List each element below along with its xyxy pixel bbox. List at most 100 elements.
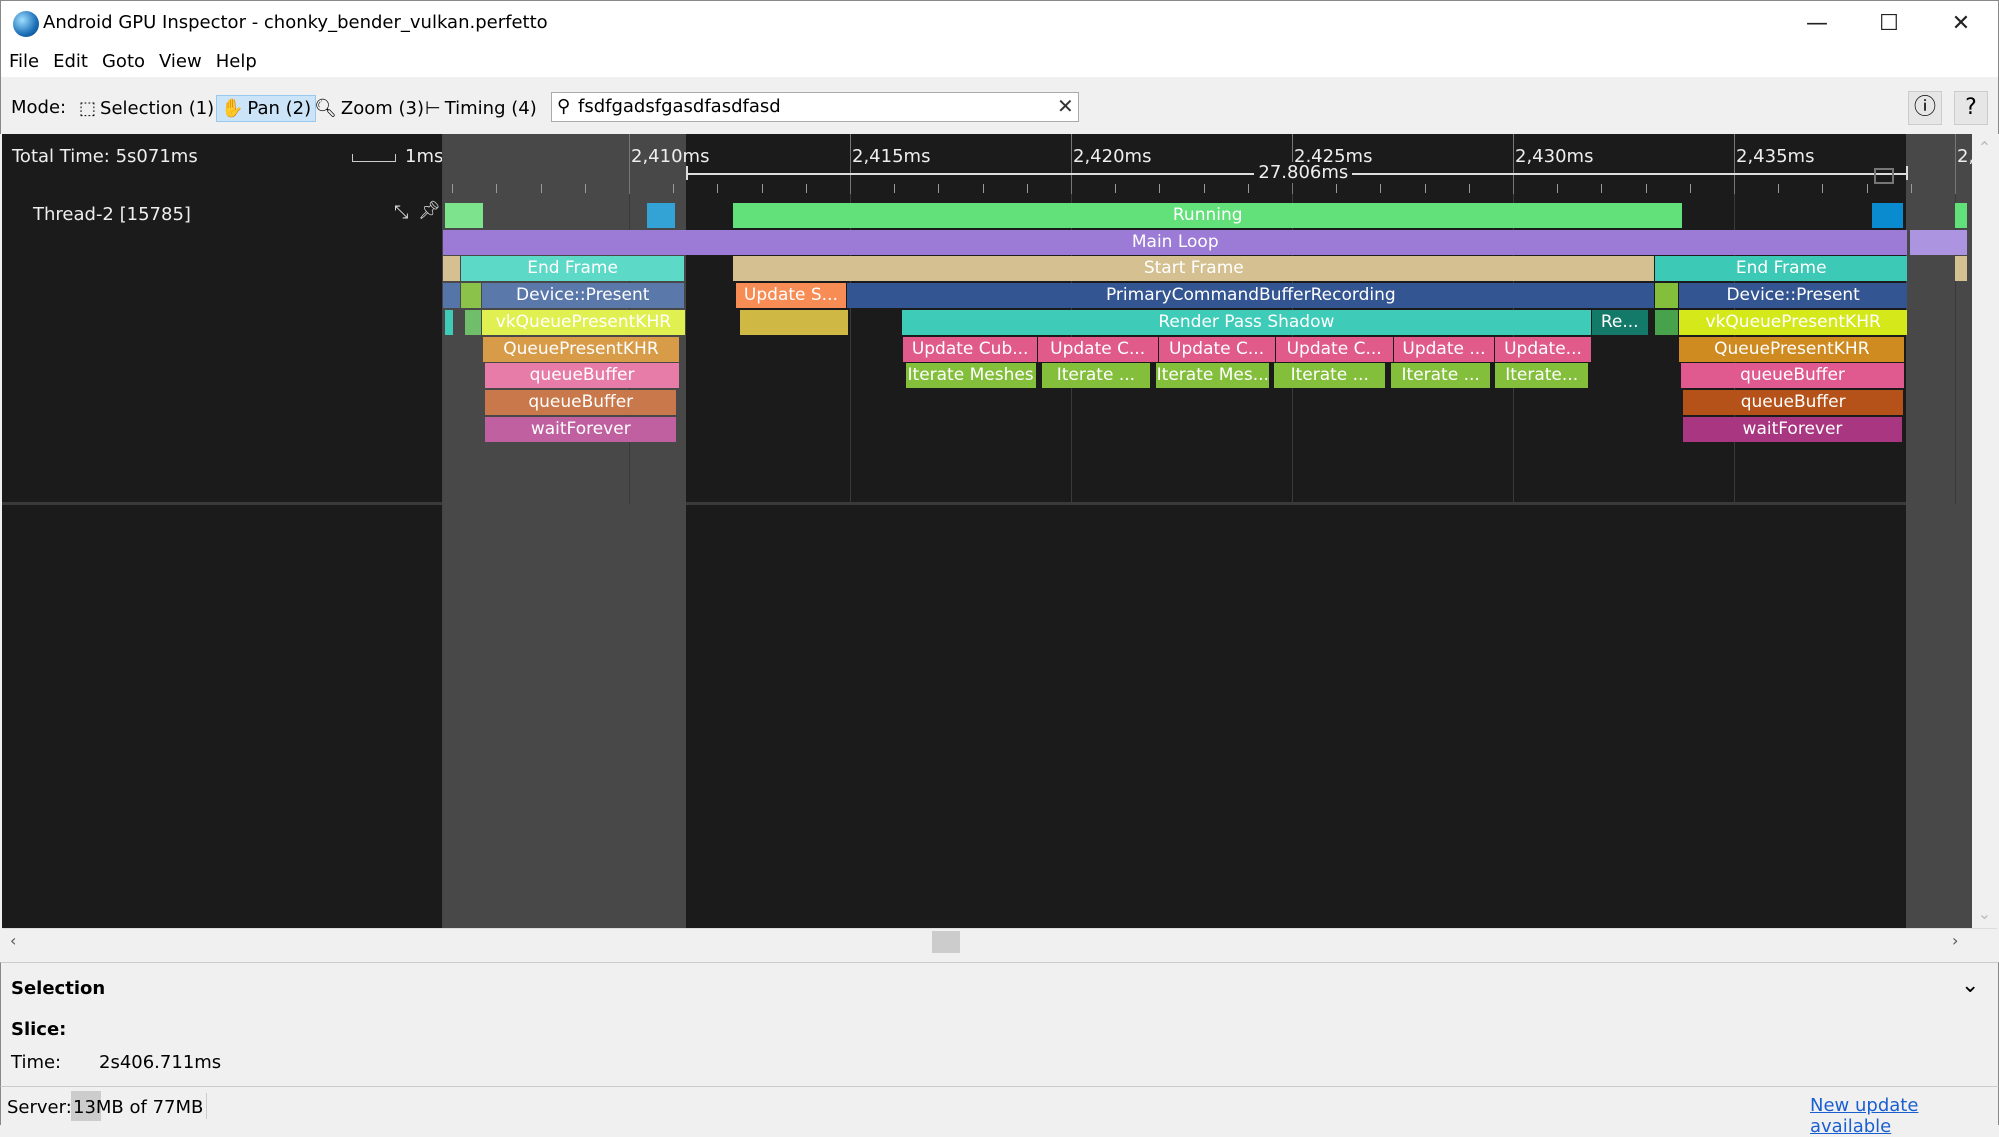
scroll-right-icon[interactable]: ›: [1952, 931, 1959, 950]
minor-tick: [496, 184, 498, 193]
slice-iterate-meshes[interactable]: Iterate Meshes: [905, 363, 1036, 388]
tick-label: 2,425ms: [1294, 146, 1373, 167]
slice[interactable]: [1655, 283, 1679, 308]
slice[interactable]: [444, 203, 483, 228]
menu-file[interactable]: File: [9, 51, 40, 72]
memory-usage: 13MB of 77MB: [73, 1097, 204, 1118]
slice-main-loop[interactable]: Main Loop: [443, 230, 1908, 255]
slice-queuebuffer[interactable]: queueBuffer: [1680, 363, 1905, 388]
menu-edit[interactable]: Edit: [53, 51, 88, 72]
slice-update-c[interactable]: Update C...: [1275, 337, 1393, 362]
panel-divider[interactable]: [442, 134, 443, 928]
app-logo-icon: [13, 11, 39, 37]
slice[interactable]: [444, 310, 454, 335]
slice-iterate[interactable]: Iterate ...: [1274, 363, 1386, 388]
zoom-icon: 🔍︎: [314, 98, 337, 119]
major-tick: [1734, 134, 1735, 194]
slice-update-s[interactable]: Update S...: [735, 283, 847, 308]
measure-end: [686, 166, 689, 180]
pin-icon[interactable]: 📌︎: [418, 200, 441, 221]
hand-icon: ✋: [221, 98, 244, 119]
scroll-down-icon[interactable]: ⌄: [1977, 904, 1992, 923]
slice-update[interactable]: Update...: [1495, 337, 1591, 362]
selection-shade-right: [1906, 134, 1972, 194]
slice-running[interactable]: Running: [733, 203, 1683, 228]
slice[interactable]: [646, 203, 675, 228]
selection-shade-right: [1906, 194, 1972, 928]
slice-re[interactable]: Re...: [1591, 310, 1648, 335]
slice-queuebuffer[interactable]: queueBuffer: [485, 390, 677, 415]
slice[interactable]: [1955, 256, 1968, 281]
slice-iterate[interactable]: Iterate ...: [1391, 363, 1491, 388]
minor-tick: [1557, 184, 1559, 193]
slice-queuebuffer[interactable]: queueBuffer: [485, 363, 679, 388]
menu-help[interactable]: Help: [215, 51, 257, 72]
slice-update-c[interactable]: Update C...: [1037, 337, 1158, 362]
slice-queuepresentkhr[interactable]: QueuePresentKHR: [1679, 337, 1905, 362]
scroll-thumb[interactable]: [932, 931, 960, 953]
slice-iterate-mes[interactable]: Iterate Mes...: [1156, 363, 1270, 388]
grid-line: [1955, 194, 1956, 504]
slice-vkqueuepresentkhr[interactable]: vkQueuePresentKHR: [1679, 310, 1908, 335]
minor-tick: [1026, 184, 1028, 193]
slice-iterate[interactable]: Iterate...: [1495, 363, 1589, 388]
search-input[interactable]: fsdfgadsfgasdfasdfasd: [551, 92, 1079, 122]
slice-iterate[interactable]: Iterate ...: [1041, 363, 1150, 388]
minor-tick: [1380, 184, 1382, 193]
slice-primarycommandbufferrecording[interactable]: PrimaryCommandBufferRecording: [847, 283, 1655, 308]
slice-device-present[interactable]: Device::Present: [481, 283, 684, 308]
help-button[interactable]: ?: [1954, 91, 1988, 125]
tracks-area[interactable]: Thread-2 [15785] ⤡ 📌︎ Running Main Loop En…: [2, 194, 1972, 928]
minor-tick: [1115, 184, 1117, 193]
scroll-left-icon[interactable]: ‹: [10, 931, 17, 950]
slice[interactable]: [1910, 230, 1968, 255]
slice-queuepresentkhr[interactable]: QueuePresentKHR: [483, 337, 679, 362]
slice[interactable]: [1955, 203, 1968, 228]
slice-end-frame[interactable]: End Frame: [1655, 256, 1908, 281]
slice[interactable]: [1872, 203, 1904, 228]
slice-render-pass-shadow[interactable]: Render Pass Shadow: [902, 310, 1591, 335]
menu-view[interactable]: View: [159, 51, 202, 72]
mode-selection-button[interactable]: ⬚ Selection (1): [75, 95, 218, 122]
slice-update-c[interactable]: Update C...: [1158, 337, 1275, 362]
clear-search-icon[interactable]: ✕: [1057, 94, 1074, 118]
scroll-up-icon[interactable]: ⌃: [1977, 138, 1992, 157]
slice-update[interactable]: Update ...: [1393, 337, 1495, 362]
slice-vkqueuepresentkhr[interactable]: vkQueuePresentKHR: [481, 310, 686, 335]
slice[interactable]: [465, 310, 481, 335]
minor-tick: [1601, 184, 1603, 193]
mode-timing-button[interactable]: ⊢ Timing (4): [421, 95, 541, 122]
slice-update-cub[interactable]: Update Cub...: [903, 337, 1037, 362]
maximize-button[interactable]: ☐: [1879, 11, 1899, 36]
slice[interactable]: [1655, 310, 1679, 335]
minor-tick: [452, 184, 454, 193]
grid-line: [850, 194, 851, 504]
slice-queuebuffer[interactable]: queueBuffer: [1683, 390, 1904, 415]
tick-label: 2,410ms: [631, 146, 710, 167]
timeline-header: 1ms 2,410ms 2,415ms 2,420ms 2,425ms 2,430ms 2…: [2, 134, 1974, 194]
slice-waitforever[interactable]: waitForever: [485, 417, 677, 442]
close-button[interactable]: ✕: [1951, 11, 1971, 36]
chevron-down-icon[interactable]: ⌄: [1961, 973, 1980, 998]
slice-end-frame[interactable]: End Frame: [461, 256, 684, 281]
slice-waitforever[interactable]: waitForever: [1683, 417, 1902, 442]
slice-device-present[interactable]: Device::Present: [1679, 283, 1908, 308]
slice-start-frame[interactable]: Start Frame: [733, 256, 1655, 281]
mode-zoom-button[interactable]: 🔍︎ Zoom (3): [310, 95, 428, 122]
minor-tick: [894, 184, 896, 193]
slice[interactable]: [461, 283, 481, 308]
search-icon: ⚲: [557, 96, 571, 117]
slice[interactable]: [443, 283, 461, 308]
info-button[interactable]: ⓘ: [1908, 91, 1942, 125]
vertical-scrollbar[interactable]: ⌃ ⌄: [1972, 134, 1997, 928]
horizontal-scrollbar[interactable]: ‹ ›: [2, 928, 1997, 956]
update-link[interactable]: New update available: [1810, 1095, 1919, 1137]
thread-label: Thread-2 [15785]: [33, 204, 191, 225]
menu-goto[interactable]: Goto: [101, 51, 146, 72]
slice[interactable]: [443, 256, 461, 281]
slice[interactable]: [739, 310, 848, 335]
collapse-icon[interactable]: ⤡: [394, 202, 409, 223]
mode-pan-button[interactable]: ✋ Pan (2): [216, 95, 317, 122]
minimize-button[interactable]: —: [1806, 11, 1828, 36]
minor-tick: [1645, 184, 1647, 193]
